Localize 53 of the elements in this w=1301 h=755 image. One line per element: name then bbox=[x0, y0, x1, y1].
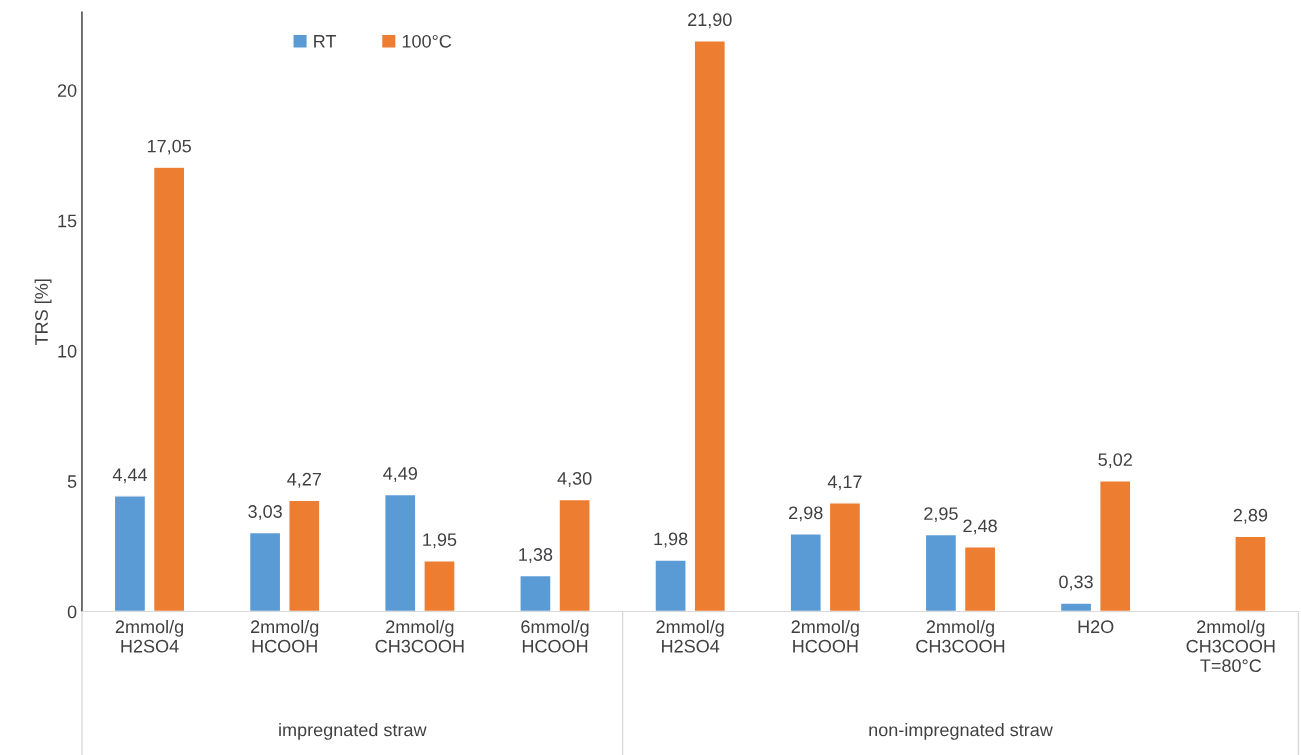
bar bbox=[1234, 535, 1267, 612]
text: non-impregnated straw bbox=[869, 723, 1053, 740]
bar bbox=[654, 559, 687, 612]
data-label: 5,02 bbox=[1098, 453, 1132, 469]
bar bbox=[693, 40, 727, 612]
x-tick-label: 2mmol/g HCOOH bbox=[251, 619, 319, 653]
data-label: 4,44 bbox=[112, 468, 147, 484]
data-label: 2,98 bbox=[789, 506, 823, 522]
legend-label: 100°C bbox=[402, 34, 452, 48]
y-tick-label: 5 bbox=[67, 475, 77, 488]
x-tick-label: 6mmol/g HCOOH bbox=[521, 619, 589, 653]
data-label: 2,89 bbox=[1233, 508, 1268, 524]
x-tick-label: H2O bbox=[1078, 620, 1114, 634]
y-tick-label: 15 bbox=[58, 214, 77, 228]
y-tick-label: 10 bbox=[58, 344, 77, 358]
data-label: 4,27 bbox=[287, 472, 321, 488]
data-label: 21,90 bbox=[688, 13, 732, 29]
y-tick-label: 20 bbox=[57, 84, 77, 97]
bar bbox=[248, 531, 282, 612]
data-label: 17,05 bbox=[147, 139, 191, 155]
y-tick-label: 0 bbox=[67, 605, 77, 619]
x-tick-label: 2mmol/g CH3COOH T=80°C bbox=[1186, 619, 1275, 673]
bar bbox=[924, 533, 958, 612]
data-label: 2,95 bbox=[924, 507, 958, 523]
data-label: 1,38 bbox=[519, 548, 553, 564]
data-label: 0,33 bbox=[1059, 575, 1093, 591]
y-axis-title: TRS [%] bbox=[34, 279, 52, 346]
bar bbox=[519, 574, 552, 612]
legend-label: RT bbox=[314, 35, 337, 48]
data-label: 1,98 bbox=[654, 532, 688, 548]
x-tick-label: 2mmol/g H2SO4 bbox=[115, 619, 183, 653]
data-label: 4,17 bbox=[827, 475, 862, 491]
bar bbox=[1059, 602, 1093, 612]
x-tick-label: 2mmol/g CH3COOH bbox=[916, 619, 1005, 653]
bar bbox=[963, 546, 997, 612]
bar bbox=[828, 502, 862, 612]
x-tick-label: 2mmol/g CH3COOH bbox=[375, 619, 464, 653]
bar bbox=[789, 533, 822, 612]
x-tick-label: 2mmol/g H2SO4 bbox=[656, 619, 724, 653]
data-label: 4,49 bbox=[383, 467, 417, 482]
data-label: 3,03 bbox=[248, 505, 282, 521]
bar bbox=[1099, 480, 1132, 612]
bar bbox=[423, 560, 456, 612]
bar bbox=[558, 498, 591, 612]
bar bbox=[288, 499, 321, 612]
data-label: 2,48 bbox=[963, 519, 997, 535]
bar bbox=[113, 495, 147, 612]
data-label: 4,30 bbox=[557, 472, 592, 487]
x-tick-label: 2mmol/g HCOOH bbox=[791, 619, 859, 653]
bar bbox=[152, 166, 186, 612]
text: impregnated straw bbox=[279, 723, 427, 740]
data-label: 1,95 bbox=[423, 533, 457, 549]
bar bbox=[384, 493, 417, 612]
